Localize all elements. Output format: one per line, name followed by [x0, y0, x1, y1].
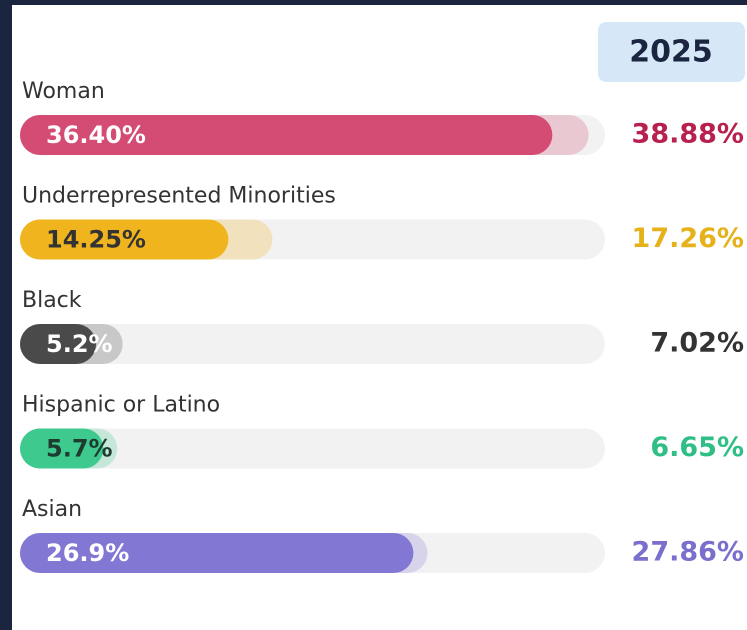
current-label: 36.40% — [46, 121, 146, 149]
category-label: Asian — [22, 497, 82, 522]
target-label: 7.02% — [650, 328, 744, 359]
current-bar — [20, 428, 104, 469]
category-label: Hispanic or Latino — [22, 393, 220, 418]
track — [20, 324, 605, 364]
panel — [12, 5, 747, 630]
target-label: 17.26% — [632, 223, 744, 254]
header-year: 2025 — [629, 35, 713, 70]
header-box — [598, 22, 745, 82]
current-bar — [20, 533, 414, 573]
current-label: 14.25% — [46, 226, 146, 254]
current-label: 5.2% — [46, 330, 113, 358]
target-label: 6.65% — [650, 432, 744, 463]
current-bar — [20, 219, 229, 260]
target-label: 38.88% — [632, 119, 744, 150]
current-bar — [20, 115, 553, 155]
category-label: Underrepresented Minorities — [22, 184, 336, 209]
current-bar — [20, 324, 97, 364]
category-label: Black — [22, 288, 82, 313]
current-label: 5.7% — [46, 435, 113, 463]
category-label: Woman — [22, 79, 105, 104]
track — [20, 428, 605, 469]
current-label: 26.9% — [46, 539, 129, 567]
target-label: 27.86% — [632, 537, 744, 568]
